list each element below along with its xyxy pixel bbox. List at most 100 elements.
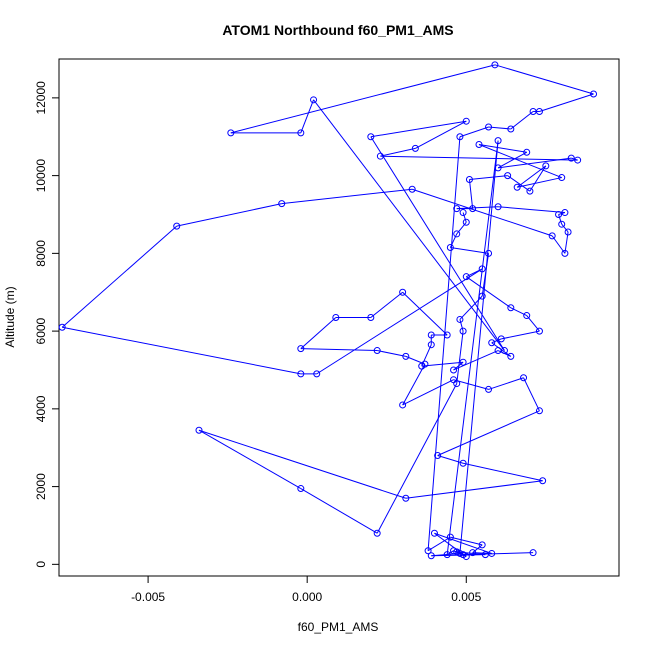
data-point xyxy=(462,117,470,125)
series-segment xyxy=(558,214,563,225)
data-point xyxy=(555,210,563,218)
data-point xyxy=(421,360,429,368)
x-tick-label: 0.005 xyxy=(451,590,481,604)
data-point xyxy=(443,331,451,339)
data-point xyxy=(278,200,286,208)
data-point xyxy=(376,152,384,160)
x-axis: -0.005 0.000 0.005 xyxy=(131,575,482,604)
series-segment xyxy=(300,99,315,134)
data-point xyxy=(535,407,543,415)
series-points xyxy=(58,61,598,561)
series-segment xyxy=(561,223,569,233)
data-point xyxy=(465,176,473,184)
series-segment xyxy=(453,361,464,371)
series-segment xyxy=(230,64,496,134)
data-point xyxy=(523,148,531,156)
data-point xyxy=(58,323,66,331)
series-segment xyxy=(421,344,432,367)
series-segment xyxy=(402,363,426,406)
data-point xyxy=(558,174,566,182)
data-point xyxy=(427,341,435,349)
series-segment xyxy=(456,206,499,210)
data-point xyxy=(478,541,486,549)
data-point xyxy=(427,552,435,560)
series-segment xyxy=(427,536,451,552)
data-point xyxy=(574,156,582,164)
series-segment xyxy=(462,212,467,223)
series-segment xyxy=(472,544,483,554)
series-segment xyxy=(529,165,547,192)
series-segment xyxy=(494,64,594,95)
data-point xyxy=(475,141,483,149)
series-segment xyxy=(380,155,578,161)
series-segment xyxy=(62,326,301,375)
series-segment xyxy=(434,532,492,554)
series-segment xyxy=(462,462,543,482)
series-segment xyxy=(281,188,413,205)
data-point xyxy=(446,533,454,541)
data-point xyxy=(558,220,566,228)
series-segment xyxy=(313,99,505,351)
data-point xyxy=(504,172,512,180)
series-segment xyxy=(478,144,562,179)
data-point xyxy=(535,327,543,335)
data-point xyxy=(411,144,419,152)
data-point xyxy=(297,370,305,378)
y-tick-label: 2000 xyxy=(34,473,48,500)
data-point xyxy=(408,185,416,193)
data-point xyxy=(494,203,502,211)
data-point xyxy=(434,451,442,459)
series-segment xyxy=(402,379,454,406)
series-segment xyxy=(465,276,512,309)
series-segment xyxy=(453,350,499,371)
data-point xyxy=(548,232,556,240)
series-segment xyxy=(412,188,553,237)
data-point xyxy=(526,187,534,195)
series-segment xyxy=(377,350,406,357)
series-segment xyxy=(501,330,540,340)
series-segment xyxy=(564,231,569,254)
data-point xyxy=(469,205,477,213)
data-point xyxy=(513,183,521,191)
data-point xyxy=(535,107,543,115)
x-axis-label: f60_PM1_AMS xyxy=(298,620,379,634)
data-point xyxy=(227,129,235,137)
series-segment xyxy=(61,225,178,328)
data-point xyxy=(485,123,493,131)
data-point xyxy=(443,551,451,559)
series-segment xyxy=(300,317,337,349)
series-segment xyxy=(478,144,527,153)
series-segment xyxy=(507,175,531,192)
series-segment xyxy=(498,157,572,169)
series-segment xyxy=(459,319,464,332)
data-point xyxy=(459,459,467,467)
series-segment xyxy=(437,410,540,456)
data-point xyxy=(453,205,461,213)
data-point xyxy=(485,385,493,393)
series-segment xyxy=(497,151,527,169)
y-tick-label: 4000 xyxy=(34,395,48,422)
data-point xyxy=(373,529,381,537)
data-point xyxy=(561,249,569,257)
data-point xyxy=(402,494,410,502)
data-point xyxy=(459,209,467,217)
series-segment xyxy=(198,429,302,489)
data-point xyxy=(485,249,493,257)
y-axis: 0 2000 4000 6000 8000 10000 12000 xyxy=(34,81,60,568)
data-point xyxy=(561,209,569,217)
series-segment xyxy=(198,429,406,499)
data-point xyxy=(462,218,470,226)
data-point xyxy=(507,352,515,360)
data-point xyxy=(453,230,461,238)
series-segment xyxy=(300,348,378,352)
series-segment xyxy=(488,377,524,390)
data-point xyxy=(520,374,528,382)
data-point xyxy=(478,265,486,273)
series-segment xyxy=(551,235,566,254)
series-segment xyxy=(405,480,543,499)
data-point xyxy=(462,273,470,281)
series-segment xyxy=(469,175,508,181)
series-segment xyxy=(468,179,474,209)
